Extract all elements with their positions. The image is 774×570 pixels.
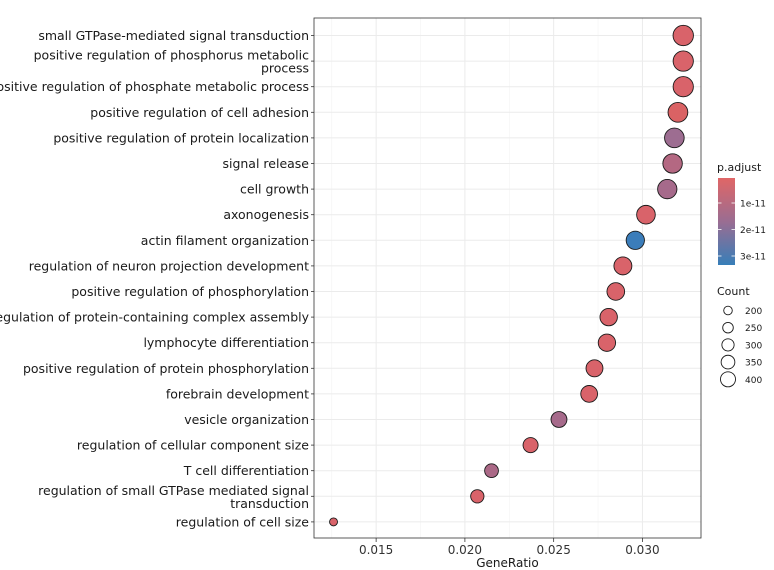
y-tick-label: regulation of small GTPase mediated sign…	[38, 483, 309, 511]
color-legend-label: 2e-11	[740, 226, 766, 236]
x-tick-label: 0.030	[625, 543, 659, 557]
data-point	[662, 153, 683, 174]
data-point	[606, 282, 626, 301]
y-tick-label: small GTPase-mediated signal transductio…	[38, 28, 309, 43]
size-legend-label: 350	[745, 359, 762, 369]
grid	[314, 18, 701, 538]
y-tick-label: positive regulation of cell adhesion	[90, 105, 309, 120]
size-legend: Count 200 250 300 350 400	[717, 285, 762, 388]
y-tick-label: T cell differentiation	[183, 463, 309, 478]
x-tick-label: 0.020	[448, 543, 482, 557]
size-legend-label: 200	[745, 307, 762, 317]
color-legend: p.adjust 1e-11 2e-11 3e-11	[717, 161, 766, 265]
y-tick-label: positive regulation of phosphorylation	[71, 284, 309, 299]
color-legend-title: p.adjust	[717, 161, 762, 174]
data-point	[599, 307, 618, 327]
size-legend-label: 300	[745, 341, 762, 351]
data-point	[625, 230, 645, 250]
y-tick-label: regulation of cellular component size	[77, 438, 309, 453]
data-point	[672, 50, 694, 72]
y-tick-label-line: process	[261, 61, 309, 76]
y-tick-label-line: positive regulation of phosphorus metabo…	[34, 48, 310, 63]
color-legend-bar	[718, 178, 735, 265]
y-tick-label: actin filament organization	[141, 233, 309, 248]
y-tick-label: vesicle organization	[184, 412, 309, 427]
data-point	[597, 333, 617, 352]
data-point	[664, 127, 685, 149]
y-tick-label: signal release	[222, 156, 309, 171]
y-tick-label: positive regulation of phosphorus metabo…	[34, 48, 310, 76]
size-legend-label: 400	[745, 376, 762, 386]
data-point	[672, 76, 694, 98]
size-legend-circle	[721, 338, 735, 352]
panel-border	[313, 17, 702, 539]
size-legend-title: Count	[717, 285, 750, 298]
color-legend-label: 1e-11	[740, 200, 766, 210]
data-point	[522, 437, 539, 454]
size-legend-circle	[720, 371, 736, 388]
y-tick-label: forebrain development	[166, 386, 309, 401]
data-point	[667, 101, 689, 123]
data-point	[613, 256, 633, 276]
x-tick-label: 0.025	[536, 543, 570, 557]
data-point	[657, 179, 678, 200]
y-tick-label: regulation of protein-containing complex…	[0, 310, 310, 325]
data-point	[470, 489, 485, 504]
size-legend-circle	[722, 321, 734, 334]
y-tick-label: regulation of neuron projection developm…	[29, 258, 309, 273]
data-point	[550, 411, 568, 428]
size-legend-circle	[720, 354, 736, 370]
y-tick-label: lymphocyte differentiation	[143, 335, 309, 350]
y-tick-label: regulation of cell size	[176, 514, 310, 529]
y-tick-label: positive regulation of protein localizat…	[53, 130, 309, 145]
x-axis: 0.015 0.020 0.025 0.030	[359, 538, 660, 557]
data-point	[484, 463, 499, 479]
data-point	[672, 24, 694, 47]
color-legend-label: 3e-11	[740, 253, 766, 263]
y-axis-labels: small GTPase-mediated signal transductio…	[0, 28, 310, 529]
data-point	[585, 359, 604, 378]
x-tick-label: 0.015	[359, 543, 393, 557]
size-legend-label: 250	[745, 324, 762, 334]
y-tick-label: cell growth	[240, 182, 309, 197]
size-legend-circle	[723, 305, 733, 316]
y-tick-label-line: transduction	[230, 496, 309, 511]
y-tick-label: positive regulation of protein phosphory…	[23, 361, 309, 376]
y-tick-label: positive regulation of phosphate metabol…	[0, 79, 309, 94]
data-point	[329, 517, 338, 527]
y-tick-label-line: regulation of small GTPase mediated sign…	[38, 483, 309, 498]
data-point	[580, 385, 599, 403]
points	[329, 24, 694, 527]
y-axis-ticks	[311, 35, 314, 523]
data-point	[636, 204, 656, 225]
y-tick-label: axonogenesis	[223, 207, 309, 222]
x-axis-title: GeneRatio	[476, 556, 538, 570]
